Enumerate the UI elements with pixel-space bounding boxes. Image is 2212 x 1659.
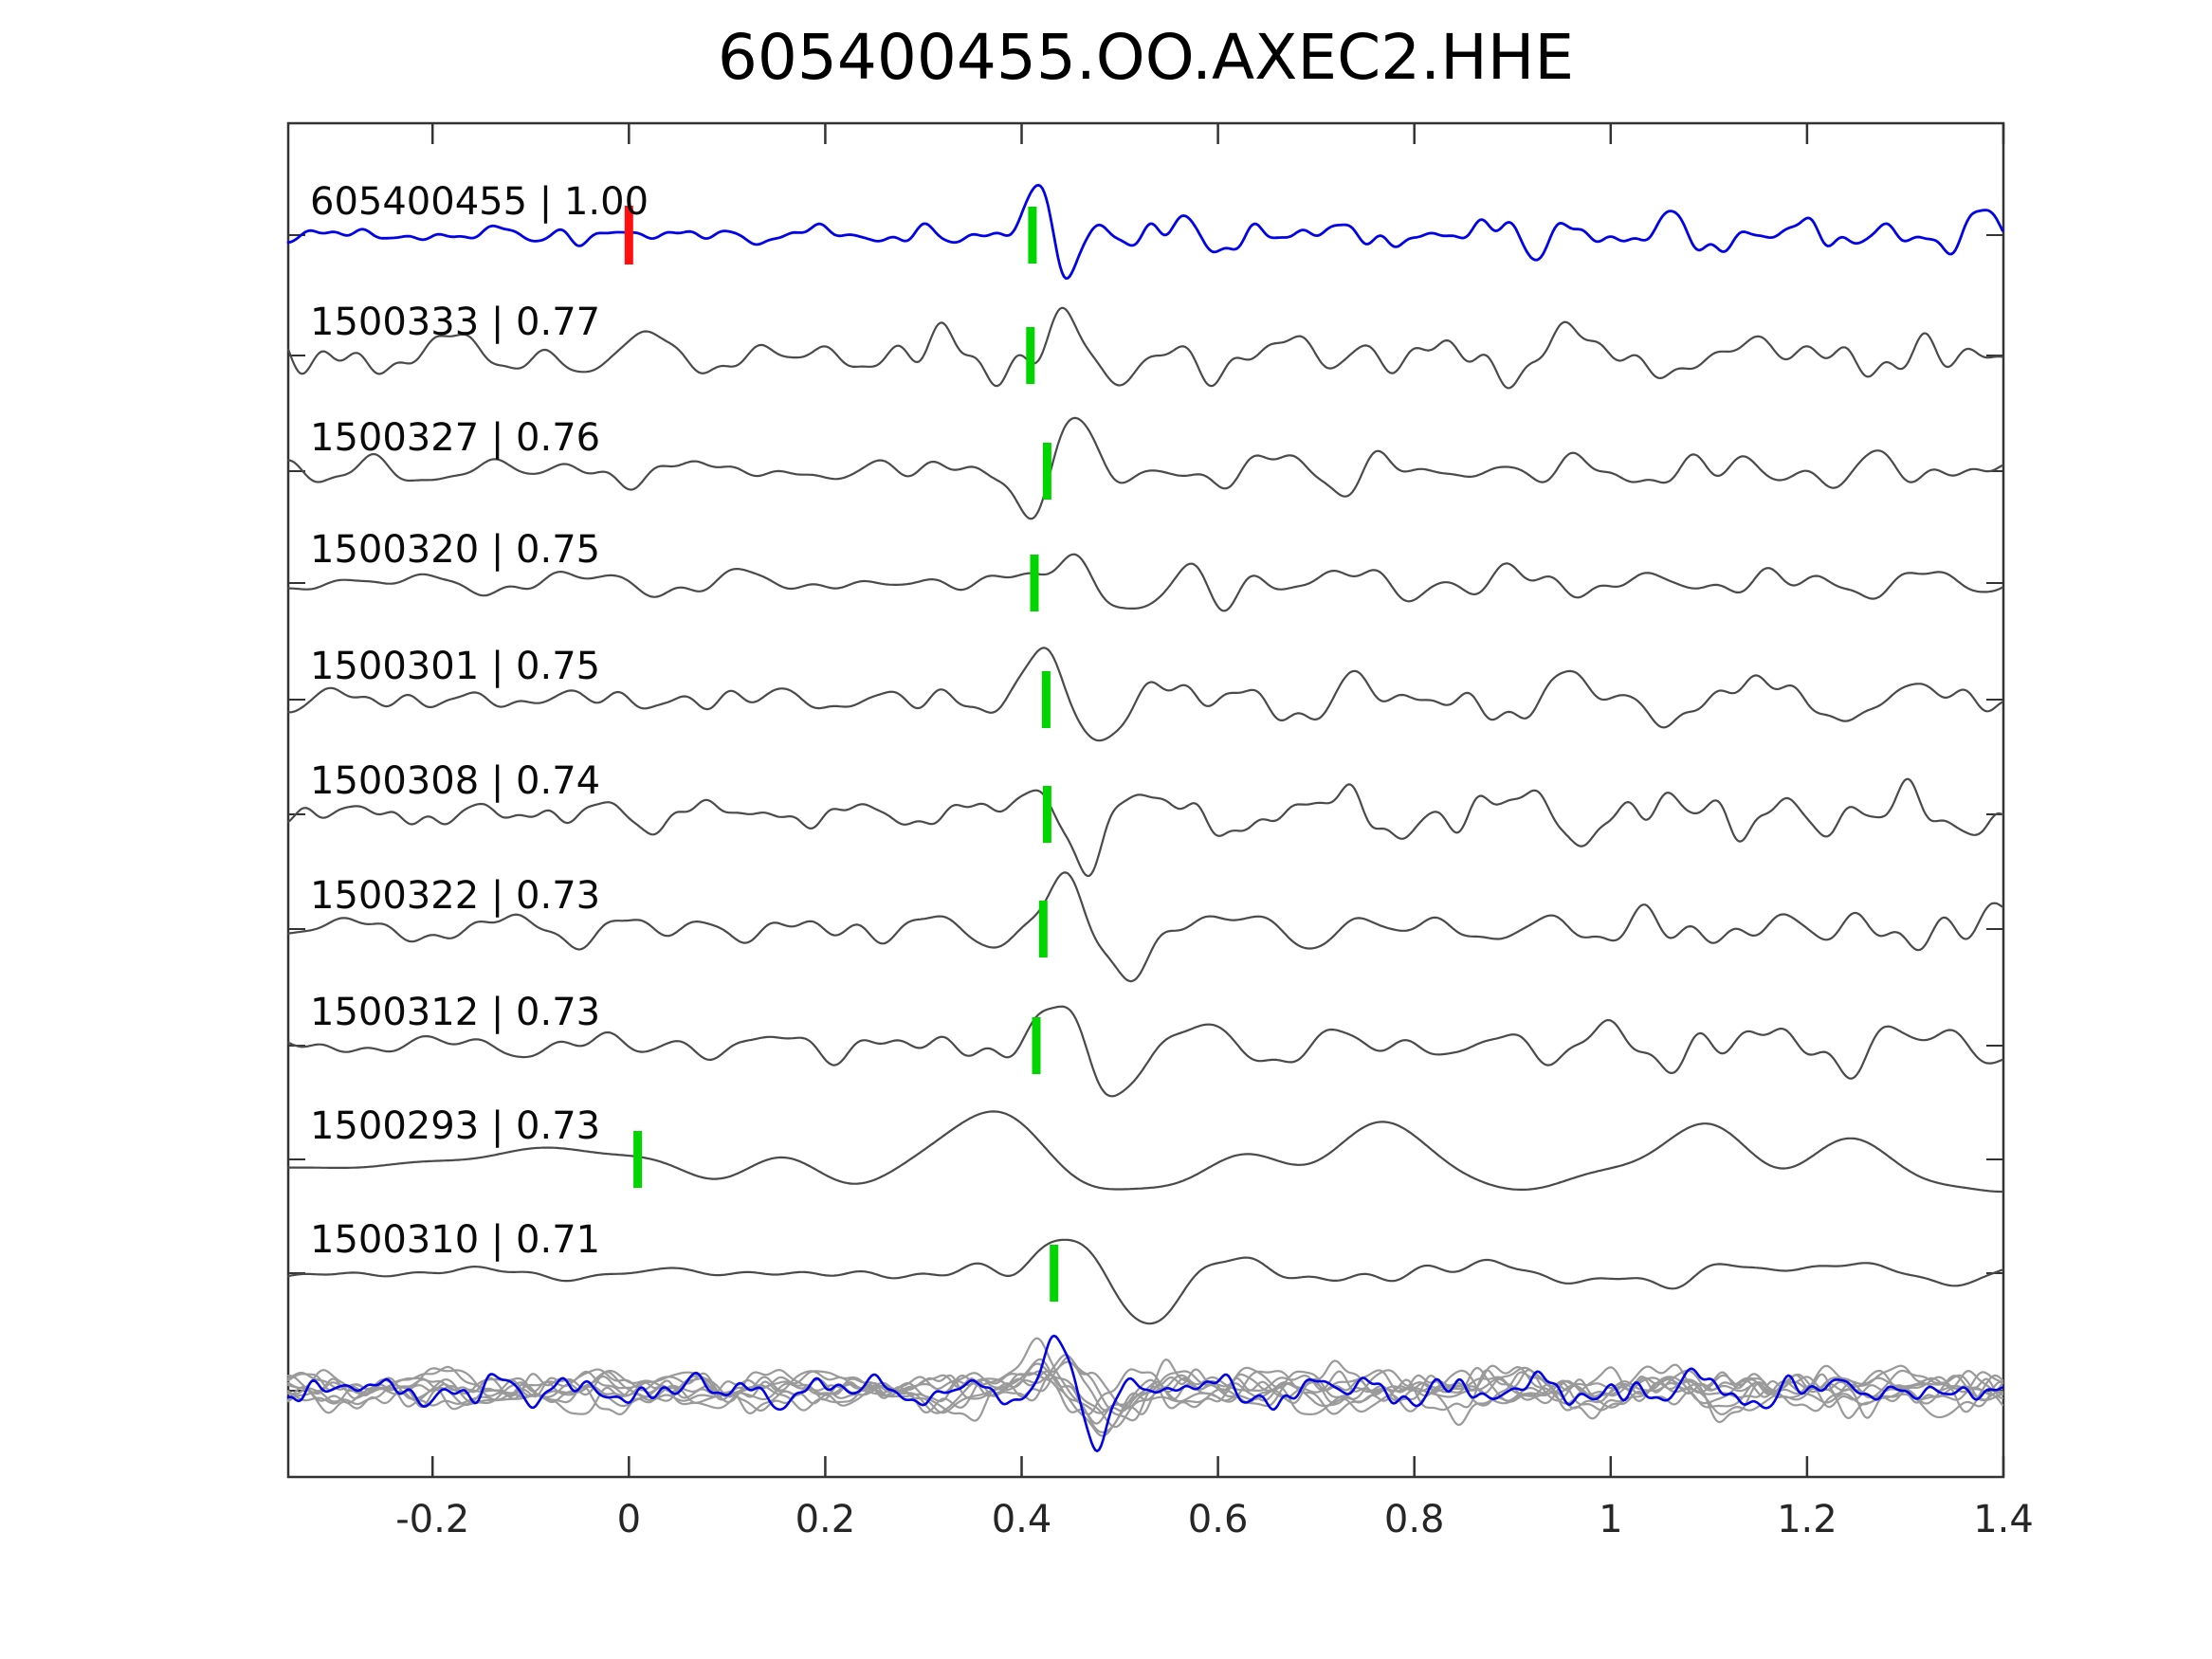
trace-label-1500301: 1500301 | 0.75 — [310, 645, 601, 688]
pick-marker-1500312 — [1032, 1017, 1041, 1074]
trace-waveform-605400455 — [286, 183, 2004, 280]
pick-marker-1500327 — [1042, 443, 1051, 500]
pick-marker-1500308 — [1042, 786, 1051, 843]
trace-label-605400455: 605400455 | 1.00 — [310, 180, 649, 224]
pick-marker-1500320 — [1030, 555, 1039, 611]
pick-marker-1500322 — [1038, 901, 1048, 957]
trace-label-1500327: 1500327 | 0.76 — [310, 416, 601, 460]
x-tick-label: -0.2 — [395, 1498, 469, 1541]
x-tick-label: 1.2 — [1777, 1498, 1837, 1541]
pick-marker-1500293 — [633, 1131, 643, 1188]
trace-waveform-1500308 — [286, 777, 2004, 878]
x-tick-label: 0.6 — [1188, 1498, 1249, 1541]
trace-waveform-1500301 — [286, 647, 2004, 742]
pick-marker-1500310 — [1050, 1245, 1059, 1302]
x-tick-label: 1 — [1599, 1498, 1622, 1541]
trace-label-1500333: 1500333 | 0.77 — [310, 301, 601, 344]
pick-marker-605400455 — [1028, 207, 1037, 264]
trace-waveform-1500322 — [286, 871, 2004, 983]
trace-waveform-1500320 — [286, 553, 2004, 612]
trace-label-1500293: 1500293 | 0.73 — [310, 1104, 601, 1148]
template-origin-marker-605400455 — [624, 206, 633, 264]
trace-waveform-1500327 — [286, 416, 2004, 520]
x-tick-label: 0.2 — [795, 1498, 856, 1541]
trace-waveform-1500333 — [286, 306, 2004, 390]
overlay-trace-gray-8 — [286, 1337, 2004, 1414]
trace-waveform-1500312 — [286, 1005, 2004, 1098]
overlay-trace-blue — [286, 1334, 2004, 1452]
trace-label-1500322: 1500322 | 0.73 — [310, 874, 601, 918]
trace-waveform-1500293 — [286, 1110, 2004, 1194]
trace-label-1500310: 1500310 | 0.71 — [310, 1218, 601, 1262]
trace-label-1500308: 1500308 | 0.74 — [310, 759, 601, 803]
pick-marker-1500333 — [1026, 327, 1035, 384]
overlay-trace-gray-5 — [286, 1362, 2004, 1429]
x-tick-label: 0 — [617, 1498, 641, 1541]
trace-label-1500320: 1500320 | 0.75 — [310, 528, 601, 572]
pick-marker-1500301 — [1041, 671, 1051, 728]
trace-waveform-1500310 — [286, 1238, 2004, 1325]
x-tick-label: 0.8 — [1384, 1498, 1445, 1541]
x-tick-label: 1.4 — [1973, 1498, 2034, 1541]
overlay-trace-gray-7 — [286, 1370, 2004, 1437]
plot-border — [286, 121, 2005, 1479]
figure-title: 605400455.OO.AXEC2.HHE — [717, 21, 1575, 94]
trace-label-1500312: 1500312 | 0.73 — [310, 991, 601, 1034]
x-tick-label: 0.4 — [992, 1498, 1052, 1541]
